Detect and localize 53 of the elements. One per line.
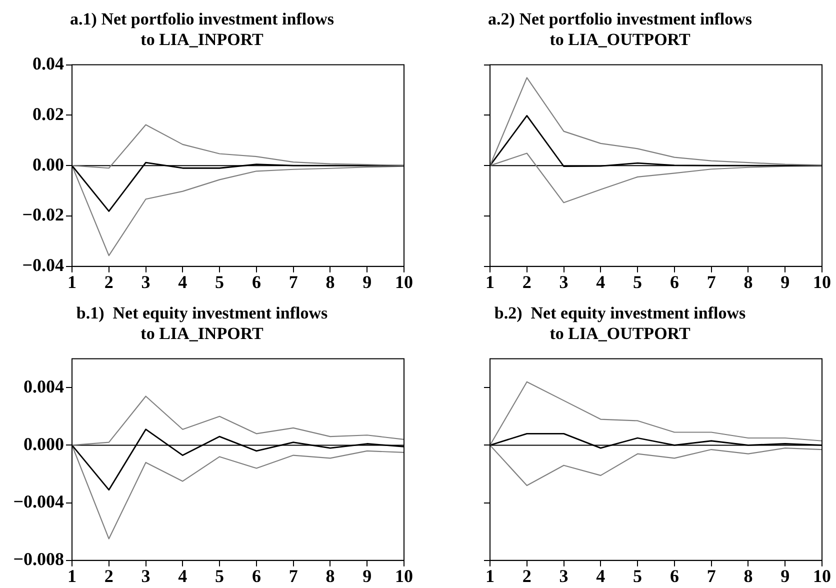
x-tick-label: 3: [559, 566, 568, 586]
chart-title: b.1) Net equity investment inflows to LIA_INPORT: [76, 304, 328, 343]
x-tick-label: 2: [104, 272, 114, 292]
x-tick-label: 3: [559, 272, 568, 292]
x-tick-label: 3: [141, 272, 150, 292]
x-tick-label: 3: [141, 566, 150, 586]
x-tick-label: 8: [744, 272, 753, 292]
y-tick-label: 0.02: [32, 104, 64, 124]
x-tick-label: 8: [744, 566, 753, 586]
y-tick-label: 0.04: [32, 53, 64, 74]
x-tick-label: 2: [522, 566, 532, 586]
chart-title: a.1) Net portfolio investment inflows to LIA_INPORT: [70, 10, 334, 49]
x-tick-label: 1: [486, 566, 494, 586]
x-tick-label: 10: [813, 566, 831, 586]
x-tick-label: 8: [326, 272, 335, 292]
x-tick-label: 9: [362, 272, 372, 292]
x-tick-label: 6: [670, 272, 679, 292]
y-tick-label: 0.00: [32, 154, 64, 174]
x-tick-label: 5: [215, 566, 224, 586]
chart-title: a.2) Net portfolio investment inflows to LIA_OUTPORT: [488, 10, 752, 49]
x-tick-label: 5: [633, 566, 642, 586]
x-tick-label: 2: [522, 272, 532, 292]
x-tick-label: 1: [486, 272, 494, 292]
y-tick-label: −0.02: [22, 204, 64, 225]
x-tick-label: 6: [670, 566, 679, 586]
y-tick-label: −0.004: [13, 491, 64, 512]
x-tick-label: 7: [288, 566, 298, 586]
x-tick-label: 1: [68, 272, 76, 292]
x-tick-label: 4: [178, 566, 188, 586]
x-tick-label: 10: [395, 272, 413, 292]
y-tick-label: −0.04: [22, 255, 64, 276]
chart-title: b.2) Net equity investment inflows to LIA_OUTPORT: [494, 304, 746, 343]
x-tick-label: 10: [395, 566, 413, 586]
x-tick-label: 7: [706, 566, 716, 586]
x-tick-label: 5: [633, 272, 642, 292]
x-tick-label: 4: [596, 566, 606, 586]
y-tick-label: 0.000: [24, 434, 64, 454]
x-tick-label: 9: [362, 566, 372, 586]
x-tick-label: 9: [780, 566, 790, 586]
x-tick-label: 9: [780, 272, 790, 292]
x-tick-label: 2: [104, 566, 114, 586]
x-tick-label: 8: [326, 566, 335, 586]
x-tick-label: 1: [68, 566, 76, 586]
y-tick-label: −0.008: [13, 549, 64, 570]
y-tick-label: 0.004: [24, 376, 64, 396]
x-tick-label: 6: [252, 272, 261, 292]
x-tick-label: 4: [178, 272, 188, 292]
x-tick-label: 4: [596, 272, 606, 292]
x-tick-label: 10: [813, 272, 831, 292]
x-tick-label: 6: [252, 566, 261, 586]
x-tick-label: 7: [288, 272, 298, 292]
x-tick-label: 7: [706, 272, 716, 292]
x-tick-label: 5: [215, 272, 224, 292]
